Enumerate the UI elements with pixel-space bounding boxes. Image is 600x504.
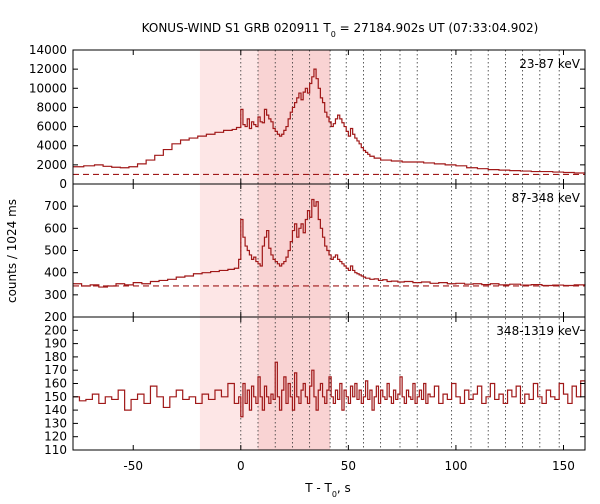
x-axis-label: T - T0, s: [304, 481, 351, 499]
x-tick-label: 0: [237, 459, 245, 473]
y-tick-label: 8000: [36, 100, 67, 114]
y-tick-label: 200: [44, 323, 67, 337]
y-tick-label: 0: [59, 177, 67, 191]
y-tick-label: 14000: [29, 43, 67, 57]
light-curve-series: [73, 198, 586, 288]
x-tick-label: 50: [341, 459, 356, 473]
y-tick-label: 170: [44, 363, 67, 377]
chart-title: KONUS-WIND S1 GRB 020911 T0 = 27184.902s…: [142, 21, 539, 39]
y-tick-label: 10000: [29, 81, 67, 95]
y-tick-label: 190: [44, 337, 67, 351]
y-tick-label: 12000: [29, 62, 67, 76]
y-tick-label: 300: [44, 288, 67, 302]
y-tick-label: 500: [44, 244, 67, 258]
y-tick-label: 600: [44, 221, 67, 235]
light-curve-series: [73, 361, 586, 418]
energy-band-label: 87-348 keV: [512, 191, 581, 205]
y-tick-label: 200: [44, 310, 67, 324]
y-tick-label: 4000: [36, 139, 67, 153]
x-tick-label: 150: [552, 459, 575, 473]
y-tick-label: 400: [44, 266, 67, 280]
y-tick-label: 180: [44, 350, 67, 364]
y-tick-label: 120: [44, 430, 67, 444]
y-tick-label: 140: [44, 403, 67, 417]
y-tick-label: 110: [44, 443, 67, 457]
panel-frame: [72, 316, 586, 451]
y-tick-label: 700: [44, 199, 67, 213]
energy-band-label: 23-87 keV: [519, 57, 581, 71]
light-curve-series: [73, 68, 586, 174]
y-axis-label: counts / 1024 ms: [5, 199, 19, 303]
y-tick-label: 150: [44, 390, 67, 404]
y-tick-label: 2000: [36, 158, 67, 172]
y-tick-label: 6000: [36, 120, 67, 134]
x-tick-label: 100: [444, 459, 467, 473]
y-tick-label: 160: [44, 377, 67, 391]
y-tick-label: 130: [44, 416, 67, 430]
energy-band-label: 348-1319 keV: [496, 324, 580, 338]
x-tick-label: -50: [123, 459, 143, 473]
